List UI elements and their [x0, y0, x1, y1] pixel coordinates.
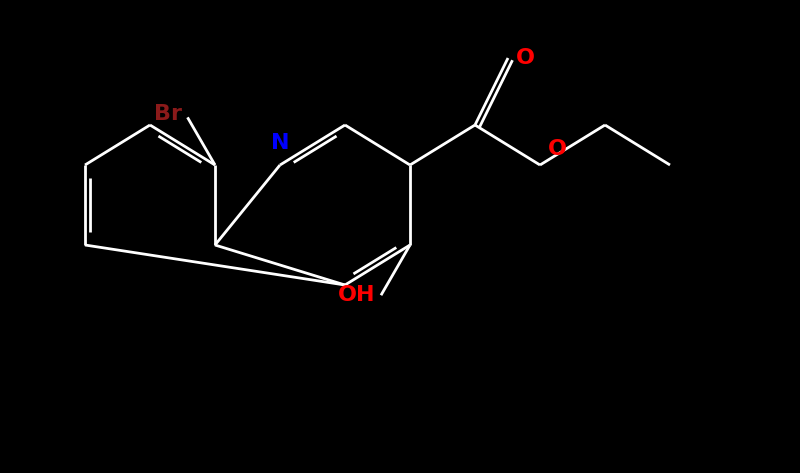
- Text: OH: OH: [338, 285, 375, 305]
- Text: O: O: [516, 48, 535, 68]
- Text: N: N: [270, 133, 290, 153]
- Text: Br: Br: [154, 105, 182, 124]
- Text: O: O: [548, 139, 567, 159]
